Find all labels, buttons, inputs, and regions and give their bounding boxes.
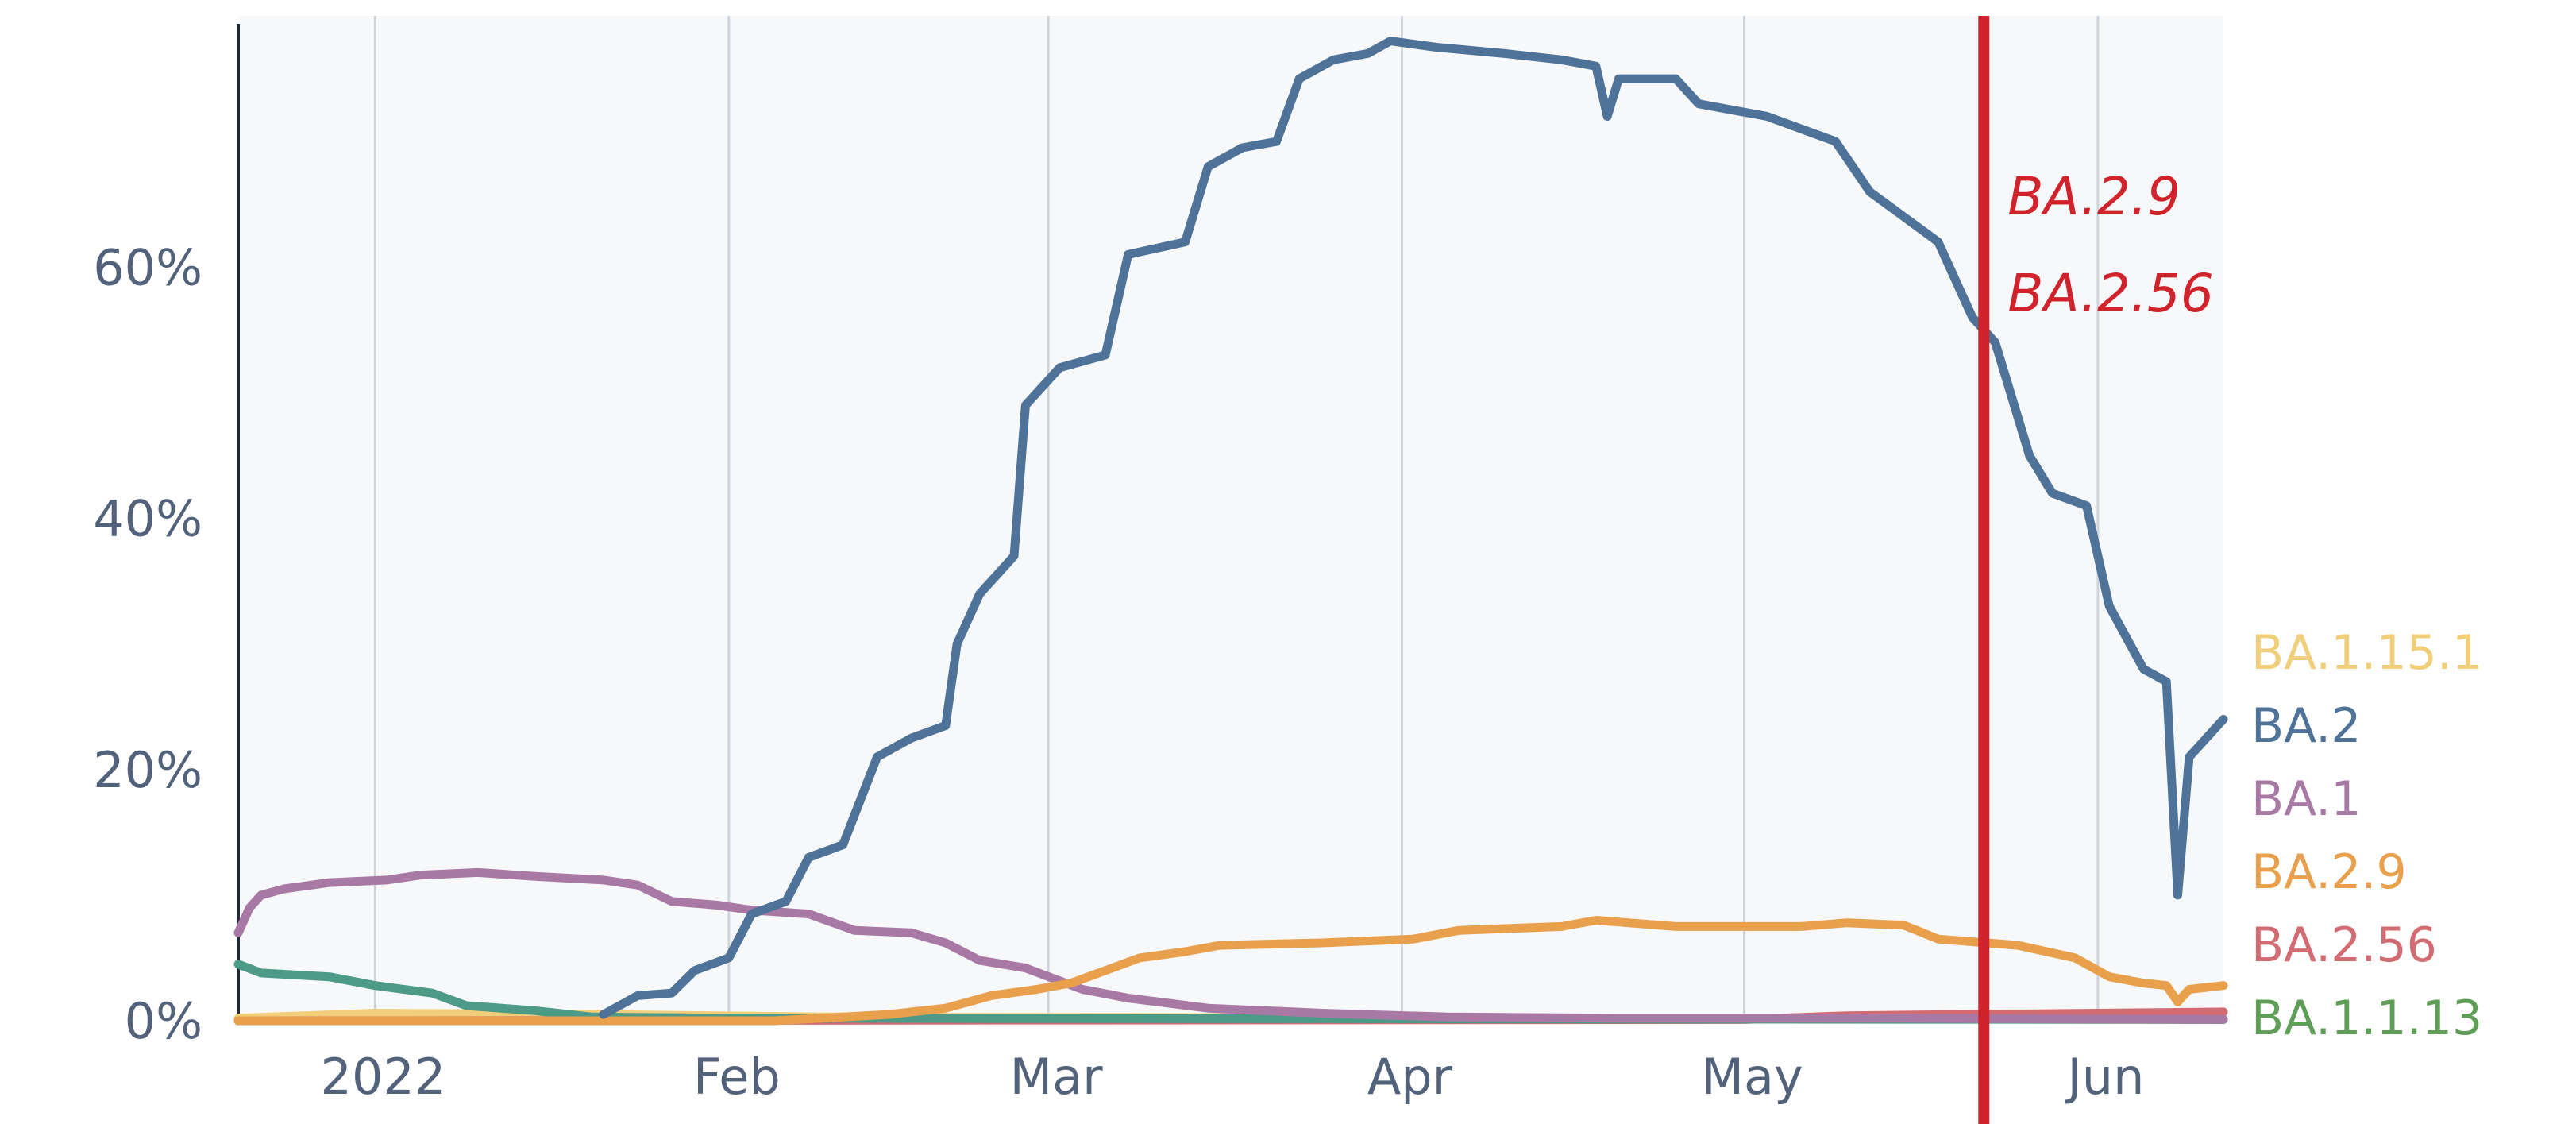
legend-entry-ba-2-9: BA.2.9 [2251,844,2407,900]
legend-entry-ba-2: BA.2 [2251,698,2361,754]
annotation-label-ba-2-56: BA.2.56 [2007,263,2214,324]
y-axis-ticks: 0% 20% 40% 60% [93,238,202,1050]
x-tick-label: 2022 [321,1048,446,1106]
annotation: BA.2.9 BA.2.56 [1978,16,2214,1124]
x-axis-ticks: 2022 Feb Mar Apr May Jun [321,1048,2145,1106]
x-tick-label: Mar [1010,1048,1103,1106]
y-tick-label: 0% [125,992,202,1050]
x-tick-label: Jun [2065,1048,2145,1106]
series-line-ba-1 [233,867,2228,1024]
series-line-ba-2-9 [233,916,2228,1026]
legend-entry-ba-1-1-13: BA.1.1.13 [2251,991,2482,1046]
y-tick-label: 20% [93,741,202,799]
plot-background [238,16,2223,1021]
legend-entry-ba-1-15-1: BA.1.15.1 [2251,625,2482,681]
x-tick-label: Feb [693,1048,781,1106]
series-lines [233,37,2228,1026]
legend: BA.1.15.1 BA.2 BA.1 BA.2.9 BA.2.56 BA.1.… [2251,625,2482,1046]
y-tick-label: 60% [93,238,202,296]
gridlines [373,16,2100,1021]
legend-entry-ba-1: BA.1 [2251,771,2361,827]
x-tick-label: May [1701,1048,1803,1106]
legend-entry-ba-2-56: BA.2.56 [2251,917,2437,973]
annotation-label-ba-2-9: BA.2.9 [2007,166,2181,227]
y-tick-label: 40% [93,490,202,548]
x-tick-label: Apr [1367,1048,1453,1106]
series-line-ba-2 [599,37,2228,1019]
